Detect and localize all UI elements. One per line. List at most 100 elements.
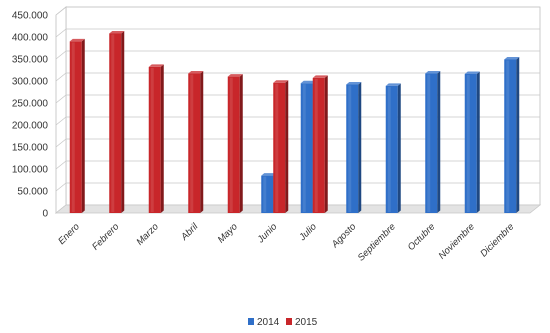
legend-swatch: [286, 318, 292, 325]
bar-highlight: [314, 78, 318, 212]
legend: 2014 2015: [248, 317, 318, 328]
bar-highlight: [111, 34, 115, 213]
x-tick-label: Agosto: [329, 221, 358, 250]
x-tick-label: Abril: [178, 221, 201, 244]
chart-floor: [54, 204, 542, 214]
y-tick-label: 50.000: [17, 187, 48, 198]
bar: [148, 64, 164, 213]
bar-highlight: [275, 83, 279, 212]
bar-front: [273, 82, 286, 213]
x-tick-label: Marzo: [134, 221, 160, 247]
bar-highlight: [263, 176, 267, 212]
bar-front: [385, 85, 398, 213]
bar-side: [81, 38, 85, 214]
bar-top: [273, 80, 289, 83]
bar: [188, 71, 204, 214]
bar-highlight: [302, 84, 306, 212]
bar-highlight: [506, 60, 510, 212]
bar: [385, 83, 401, 213]
bar-side: [160, 64, 164, 213]
bar-front: [300, 83, 313, 213]
x-tick-label: Diciembre: [478, 221, 516, 259]
bar: [227, 74, 243, 213]
bar-highlight: [150, 67, 154, 212]
legend-label: 2015: [295, 317, 318, 328]
bar-highlight: [71, 42, 75, 213]
bar-front: [109, 33, 122, 214]
bar: [504, 56, 520, 213]
bar-top: [148, 64, 164, 67]
bar-top: [464, 71, 480, 74]
y-tick-label: 400.000: [12, 33, 49, 44]
bar-highlight: [387, 86, 391, 212]
bar-top: [227, 74, 243, 77]
x-tick-label: Febrero: [90, 221, 121, 252]
bar-top: [385, 83, 401, 86]
legend-swatch: [248, 318, 254, 325]
gridline: [55, 28, 540, 38]
bar: [312, 75, 328, 213]
bar-side: [476, 71, 480, 214]
side-wall: [55, 6, 67, 214]
legend-label: 2014: [257, 317, 280, 328]
x-tick-label: Junio: [255, 221, 280, 246]
bar: [425, 71, 441, 214]
gridline: [55, 138, 540, 148]
floor-plane: [54, 204, 542, 214]
bar-front: [227, 76, 240, 213]
bar-side: [516, 56, 520, 213]
x-tick-label: Julio: [297, 221, 319, 243]
gridline: [55, 116, 540, 126]
gridline: [55, 6, 540, 16]
y-tick-label: 450.000: [12, 11, 49, 22]
bar-top: [261, 173, 277, 176]
y-tick-label: 100.000: [12, 165, 49, 176]
gridline: [55, 94, 540, 104]
bar-highlight: [427, 74, 431, 213]
gridline: [55, 50, 540, 60]
gridline: [55, 160, 540, 170]
bar-front: [464, 73, 477, 214]
bar-front: [425, 73, 438, 214]
bar-side: [437, 71, 441, 214]
bar: [109, 30, 125, 214]
bar-top: [504, 56, 520, 60]
bar: [464, 71, 480, 214]
bar-top: [425, 71, 441, 74]
x-tick-label: Septiembre: [356, 221, 398, 263]
bar-top: [346, 82, 362, 85]
bar-side: [200, 71, 204, 214]
bar-top: [300, 80, 316, 84]
bar-top: [188, 71, 204, 74]
bar-side: [285, 80, 289, 213]
gridline: [55, 182, 540, 192]
x-axis-ticks: Enero Febrero Marzo Abril Mayo Junio Julio Agos…: [56, 221, 516, 264]
bar: [273, 80, 289, 213]
y-tick-label: 200.000: [12, 121, 49, 132]
bar-highlight: [229, 77, 233, 212]
x-tick-label: Enero: [56, 221, 82, 247]
bar: [69, 38, 85, 214]
x-tick-label: Octubre: [406, 221, 438, 253]
bar-side: [397, 83, 401, 213]
bar-top: [312, 75, 328, 78]
bar-highlight: [190, 74, 194, 213]
bar-front: [312, 77, 325, 213]
bar: [346, 82, 362, 214]
y-tick-label: 250.000: [12, 99, 49, 110]
bar-side: [121, 30, 125, 214]
gridline: [55, 72, 540, 82]
y-tick-label: 350.000: [12, 55, 49, 66]
bar-front: [261, 175, 274, 213]
bar-side: [324, 75, 328, 213]
gridlines: [55, 6, 540, 214]
bar-front: [69, 41, 82, 214]
y-tick-label: 0: [42, 209, 48, 220]
bar-front: [346, 84, 359, 214]
y-tick-label: 150.000: [12, 143, 49, 154]
x-tick-label: Mayo: [216, 221, 240, 245]
x-tick-label: Noviembre: [437, 221, 477, 261]
bar-front: [188, 73, 201, 214]
bar-highlight: [348, 85, 352, 212]
